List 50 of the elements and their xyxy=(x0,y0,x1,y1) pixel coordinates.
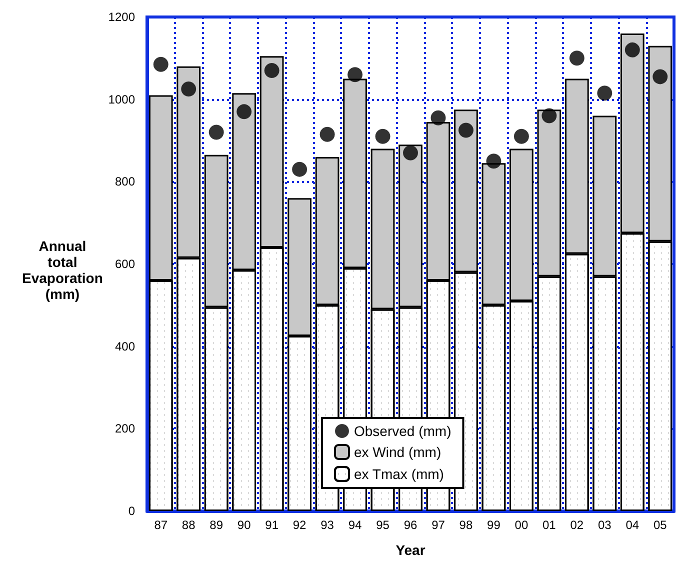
y-tick-label: 1200 xyxy=(108,10,136,24)
point xyxy=(624,42,640,58)
x-tick-label: 93 xyxy=(320,518,334,532)
x-tick-label: 92 xyxy=(292,518,307,532)
point xyxy=(403,145,418,160)
point xyxy=(153,56,168,72)
point xyxy=(375,128,390,144)
x-tick-label: 96 xyxy=(404,518,418,532)
x-tick-label: 00 xyxy=(514,518,528,532)
legend-label: ex Tmax (mm) xyxy=(354,466,444,482)
point xyxy=(542,108,557,124)
y-tick-label: 1000 xyxy=(108,92,136,106)
x-tick-label: 91 xyxy=(265,518,279,532)
point xyxy=(569,50,584,66)
point xyxy=(652,69,668,84)
point xyxy=(597,86,612,101)
point xyxy=(458,122,474,138)
x-tick-label: 95 xyxy=(376,518,390,532)
x-tick-label: 90 xyxy=(237,518,252,532)
x-axis-title: Year xyxy=(396,542,426,558)
x-tick-label: 99 xyxy=(487,518,501,532)
x-tick-label: 89 xyxy=(210,518,224,532)
x-tick-label: 98 xyxy=(459,518,473,532)
y-tick-label: 800 xyxy=(114,174,136,189)
x-tick-label: 02 xyxy=(570,518,584,532)
x-tick-label: 03 xyxy=(598,518,612,532)
x-tick-label: 87 xyxy=(154,518,168,532)
y-axis-title: Annual total Evaporation (mm) xyxy=(22,238,103,302)
y-tick-label: 400 xyxy=(114,339,136,354)
x-tick-label: 97 xyxy=(432,518,446,532)
point xyxy=(236,104,252,120)
x-tick-label: 05 xyxy=(653,518,668,532)
point xyxy=(264,63,280,78)
y-tick-label: 200 xyxy=(114,422,136,436)
y-tick-label: 0 xyxy=(128,504,136,518)
legend-label: Observed (mm) xyxy=(354,423,452,439)
point xyxy=(292,162,308,177)
x-tick-label: 88 xyxy=(182,518,196,532)
point xyxy=(181,82,196,97)
x-tick-label: 01 xyxy=(542,518,556,532)
point xyxy=(514,128,529,144)
x-tick-label: 94 xyxy=(348,518,362,532)
point xyxy=(208,124,224,140)
point xyxy=(486,154,502,169)
legend-label: ex Wind (mm) xyxy=(354,444,442,460)
x-tick-label: 04 xyxy=(626,518,640,532)
point xyxy=(348,67,363,82)
y-tick-label: 600 xyxy=(114,257,136,271)
point xyxy=(430,110,446,126)
point xyxy=(320,126,335,142)
